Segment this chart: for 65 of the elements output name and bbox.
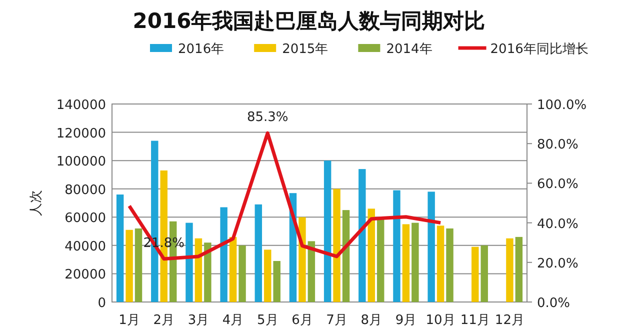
legend-label: 2015年 (282, 42, 328, 57)
legend-label: 2016年同比增长 (490, 42, 588, 57)
bar (412, 222, 419, 302)
data-label: 21.8% (143, 236, 185, 251)
y-tick-label: 120000 (56, 126, 106, 142)
y-axis-title: 人次 (29, 190, 44, 216)
bar (186, 222, 193, 302)
bar (134, 228, 142, 302)
x-tick-label: 8月 (360, 313, 382, 328)
bar (480, 245, 488, 302)
bar (376, 218, 384, 302)
y-tick-label: 140000 (56, 98, 106, 113)
x-tick-label: 10月 (426, 313, 456, 328)
bar (126, 230, 133, 302)
y2-tick-label: 100.0% (537, 98, 587, 113)
x-tick-label: 3月 (188, 313, 210, 328)
x-tick-label: 1月 (118, 313, 140, 328)
bar (333, 188, 340, 302)
bar (402, 224, 410, 302)
x-tick-label: 11月 (460, 313, 490, 328)
bar (393, 190, 400, 302)
bar (308, 241, 316, 302)
bar (220, 207, 228, 302)
bar (342, 210, 350, 302)
bar (298, 217, 306, 302)
bar (428, 192, 435, 302)
x-tick-label: 9月 (395, 313, 417, 328)
bar (238, 245, 246, 302)
x-tick-label: 2月 (153, 313, 175, 328)
bar (358, 169, 366, 302)
bar (254, 204, 262, 302)
bar (506, 238, 514, 302)
x-tick-label: 5月 (256, 313, 278, 328)
bar (264, 250, 272, 302)
y2-tick-label: 80.0% (537, 138, 578, 153)
bar (324, 160, 332, 302)
y-tick-label: 60000 (64, 211, 106, 226)
y-tick-label: 0 (98, 296, 106, 311)
data-label: 85.3% (246, 110, 288, 126)
bar (472, 246, 479, 302)
bar (515, 236, 523, 302)
y2-tick-label: 20.0% (537, 256, 578, 272)
y-tick-label: 20000 (64, 268, 106, 283)
bar (273, 260, 280, 302)
y-tick-label: 80000 (64, 182, 106, 198)
line-series (128, 131, 442, 261)
x-tick-label: 12月 (494, 313, 524, 328)
bar (368, 208, 375, 302)
y-tick-label: 40000 (64, 239, 106, 254)
y2-tick-label: 60.0% (537, 177, 578, 192)
legend-label: 2014年 (386, 42, 432, 57)
y2-tick-label: 40.0% (537, 216, 578, 232)
bar (194, 238, 202, 302)
bar (229, 236, 237, 302)
x-tick-label: 7月 (326, 313, 348, 328)
bar (436, 226, 444, 302)
bar (116, 194, 124, 302)
legend-label: 2016年 (178, 42, 224, 57)
bar (204, 242, 212, 302)
y-tick-label: 100000 (56, 154, 106, 170)
chart-title: 2016年我国赴巴厘岛人数与同期对比 (132, 9, 486, 33)
bar (446, 228, 454, 302)
y2-tick-label: 0.0% (537, 296, 570, 311)
x-tick-label: 6月 (292, 313, 313, 328)
x-tick-label: 4月 (222, 313, 244, 328)
